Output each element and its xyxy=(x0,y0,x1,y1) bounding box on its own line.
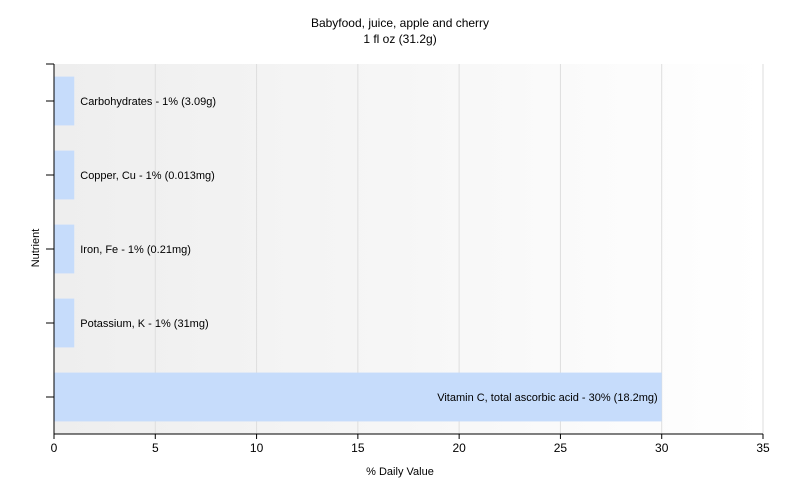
bar xyxy=(54,224,75,274)
x-tick-label: 25 xyxy=(554,441,568,455)
x-tick-label: 10 xyxy=(250,441,264,455)
x-tick-label: 15 xyxy=(351,441,365,455)
bar-label: Copper, Cu - 1% (0.013mg) xyxy=(80,170,215,182)
bar xyxy=(54,76,75,126)
x-tick-label: 0 xyxy=(51,441,58,455)
y-axis-label: Nutrient xyxy=(30,228,42,268)
bar-label: Iron, Fe - 1% (0.21mg) xyxy=(80,244,191,256)
bar xyxy=(54,150,75,200)
x-tick-label: 30 xyxy=(655,441,669,455)
chart-title: Babyfood, juice, apple and cherry xyxy=(310,16,490,30)
bar-label: Vitamin C, total ascorbic acid - 30% (18… xyxy=(437,392,658,404)
chart-subtitle: 1 fl oz (31.2g) xyxy=(363,32,437,46)
bar-label: Potassium, K - 1% (31mg) xyxy=(80,318,208,330)
bar-label: Carbohydrates - 1% (3.09g) xyxy=(80,96,216,108)
bar xyxy=(54,372,662,422)
x-tick-label: 20 xyxy=(452,441,466,455)
x-tick-label: 35 xyxy=(756,441,770,455)
x-tick-label: 5 xyxy=(152,441,159,455)
x-axis-label: % Daily Value xyxy=(366,466,434,478)
plot-area xyxy=(54,64,763,434)
bar xyxy=(54,298,75,348)
